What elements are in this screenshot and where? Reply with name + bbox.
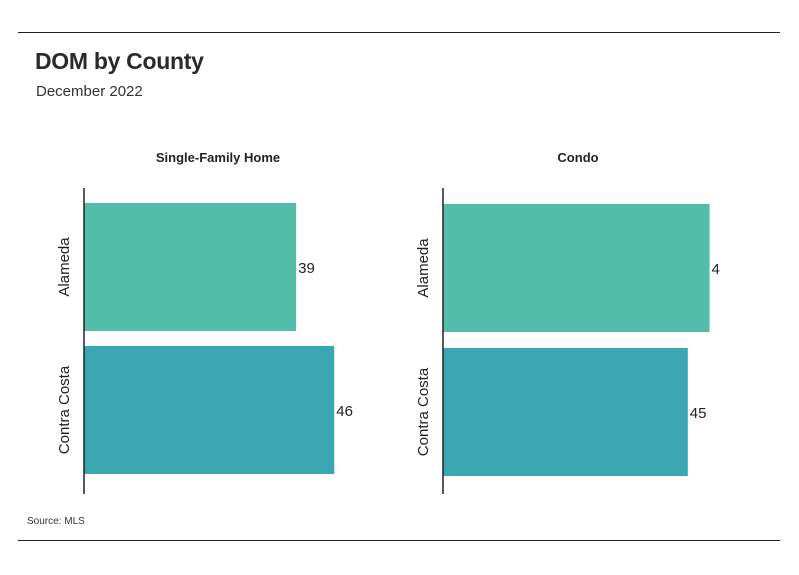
top-rule <box>18 32 780 33</box>
bar-single-family-contra-costa <box>84 346 335 474</box>
bottom-rule <box>18 540 780 541</box>
chart-condo: Condo 49 Alameda 45 Contra Costa <box>415 150 720 494</box>
page-title: DOM by County <box>35 48 204 74</box>
chart-title-condo: Condo <box>557 150 598 165</box>
chart-panel-single-family: Single-Family Home 39 Alameda 46 Contra Cost… <box>0 140 360 510</box>
chart-title-single-family: Single-Family Home <box>156 150 280 165</box>
data-label-condo-contra-costa: 45 <box>690 405 707 422</box>
category-label-condo-alameda: Alameda <box>415 238 432 298</box>
data-label-single-family-alameda: 39 <box>298 260 315 277</box>
chart-panel-condo: Condo 49 Alameda 45 Contra Costa <box>360 140 720 510</box>
bar-single-family-alameda <box>84 203 297 331</box>
source-note: Source: MLS <box>27 516 85 527</box>
data-label-single-family-contra-costa: 46 <box>336 403 353 420</box>
category-label-single-family-alameda: Alameda <box>56 237 73 297</box>
data-label-condo-alameda: 49 <box>712 261 720 278</box>
category-label-single-family-contra-costa: Contra Costa <box>56 365 73 454</box>
page-subtitle: December 2022 <box>36 83 143 100</box>
category-label-condo-contra-costa: Contra Costa <box>415 367 432 456</box>
bar-condo-alameda <box>443 204 710 332</box>
chart-single-family: Single-Family Home 39 Alameda 46 Contra Cost… <box>56 150 353 494</box>
bar-condo-contra-costa <box>443 348 688 476</box>
